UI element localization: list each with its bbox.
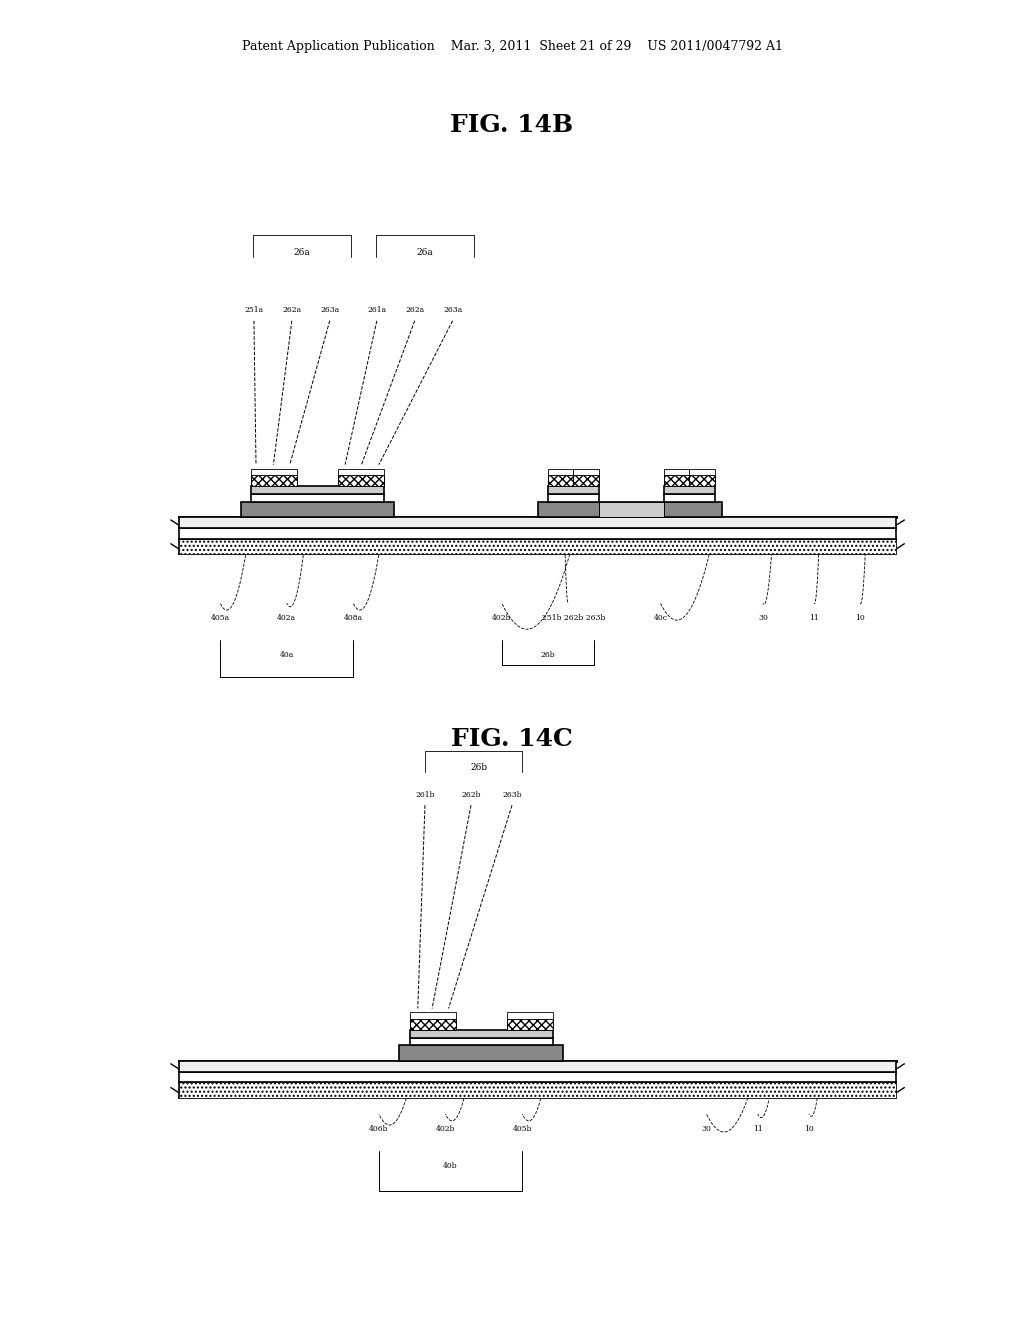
Text: 408a: 408a [344, 614, 362, 622]
Text: 262a: 262a [283, 306, 301, 314]
Bar [689, 469, 715, 475]
Bar [664, 469, 689, 475]
Text: FIG. 14B: FIG. 14B [451, 114, 573, 137]
Text: 263a: 263a [321, 306, 339, 314]
Bar [573, 469, 599, 475]
Bar [251, 494, 384, 502]
Text: 263b: 263b [502, 791, 522, 799]
Text: FIG. 14C: FIG. 14C [451, 727, 573, 751]
Text: 263a: 263a [443, 306, 462, 314]
Bar [689, 475, 715, 486]
Bar [251, 475, 297, 486]
Text: 40c: 40c [653, 614, 668, 622]
Text: 405b: 405b [512, 1125, 532, 1133]
Text: 10: 10 [855, 614, 865, 622]
Text: 251b 262b 263b: 251b 262b 263b [542, 614, 605, 622]
Bar [241, 502, 394, 517]
Bar [507, 1019, 553, 1030]
Bar [664, 494, 715, 502]
Bar [410, 1030, 553, 1038]
Text: 402b: 402b [435, 1125, 456, 1133]
Bar [410, 1012, 456, 1019]
Text: 40a: 40a [280, 651, 294, 659]
Text: 261b: 261b [415, 791, 435, 799]
Bar [507, 1012, 553, 1019]
Text: 30: 30 [701, 1125, 712, 1133]
Text: 26b: 26b [471, 763, 487, 772]
Bar [548, 486, 599, 494]
Bar [664, 475, 689, 486]
Bar [338, 469, 384, 475]
Text: 261a: 261a [368, 306, 386, 314]
Text: 11: 11 [809, 614, 819, 622]
Bar [179, 1082, 896, 1098]
Bar [179, 539, 896, 554]
Text: 406b: 406b [369, 1125, 389, 1133]
Text: 262a: 262a [406, 306, 424, 314]
Text: 30: 30 [758, 614, 768, 622]
Text: 26b: 26b [541, 651, 555, 659]
Text: 405a: 405a [211, 614, 229, 622]
Bar [179, 517, 896, 528]
Bar [410, 1019, 456, 1030]
Bar [251, 486, 384, 494]
Bar [179, 1061, 896, 1072]
Text: Patent Application Publication    Mar. 3, 2011  Sheet 21 of 29    US 2011/004779: Patent Application Publication Mar. 3, 2… [242, 40, 782, 53]
Bar [599, 502, 664, 517]
Bar [399, 1045, 563, 1061]
Bar [410, 1038, 553, 1045]
Bar [179, 539, 896, 554]
Bar [573, 475, 599, 486]
Bar [664, 486, 715, 494]
Text: 26a: 26a [417, 248, 433, 257]
Text: 10: 10 [804, 1125, 814, 1133]
Bar [538, 502, 722, 517]
Text: 26a: 26a [294, 248, 310, 257]
Text: 402b: 402b [492, 614, 512, 622]
Bar [548, 475, 573, 486]
Bar [179, 1072, 896, 1082]
Text: 251a: 251a [245, 306, 263, 314]
Text: 402a: 402a [278, 614, 296, 622]
Text: 262b: 262b [461, 791, 481, 799]
Text: 11: 11 [753, 1125, 763, 1133]
Text: 40b: 40b [443, 1162, 458, 1170]
Bar [251, 469, 297, 475]
Bar [179, 1082, 896, 1098]
Bar [548, 494, 599, 502]
Bar [548, 469, 573, 475]
Bar [338, 475, 384, 486]
Bar [179, 528, 896, 539]
